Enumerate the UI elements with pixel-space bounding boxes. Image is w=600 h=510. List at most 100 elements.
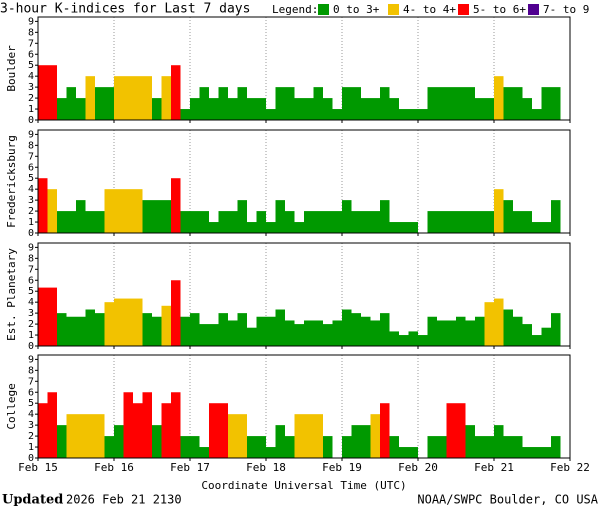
bar xyxy=(408,331,418,346)
bar xyxy=(370,414,380,458)
bar xyxy=(541,222,551,233)
panel-label: Boulder xyxy=(5,45,18,92)
bar xyxy=(38,178,48,233)
bar xyxy=(532,109,542,120)
bar xyxy=(266,316,276,346)
y-tick-label: 1 xyxy=(28,104,34,115)
y-tick-label: 6 xyxy=(28,275,34,286)
y-tick-label: 1 xyxy=(28,442,34,453)
x-tick-label: Feb 19 xyxy=(322,461,362,474)
bar xyxy=(161,305,171,346)
bar xyxy=(95,87,105,120)
bar xyxy=(465,87,475,120)
bar xyxy=(380,313,390,346)
bar xyxy=(446,211,456,233)
bar xyxy=(399,109,409,120)
y-tick-label: 3 xyxy=(28,82,34,93)
bar xyxy=(57,313,67,346)
legend-swatch xyxy=(388,4,399,15)
bar xyxy=(275,200,285,233)
bar xyxy=(142,200,152,233)
bar xyxy=(380,87,390,120)
bar xyxy=(161,200,171,233)
bar xyxy=(408,222,418,233)
bar xyxy=(361,98,371,120)
bar xyxy=(532,447,542,458)
y-tick-label: 9 xyxy=(28,129,34,140)
y-tick-label: 8 xyxy=(28,140,34,151)
bar xyxy=(199,211,209,233)
bar xyxy=(456,316,466,346)
bar xyxy=(85,76,95,120)
bar xyxy=(361,211,371,233)
y-tick-label: 9 xyxy=(28,242,34,253)
bar xyxy=(475,316,485,346)
bar xyxy=(133,76,143,120)
bar xyxy=(114,425,124,458)
bar xyxy=(285,211,295,233)
y-tick-label: 0 xyxy=(28,341,34,352)
bar xyxy=(484,211,494,233)
bar xyxy=(351,313,361,346)
bar xyxy=(133,403,143,458)
bar xyxy=(522,447,532,458)
bar xyxy=(114,76,124,120)
y-tick-label: 4 xyxy=(28,71,34,82)
y-tick-label: 5 xyxy=(28,173,34,184)
bar xyxy=(304,211,314,233)
bar xyxy=(389,436,399,458)
bar xyxy=(551,436,561,458)
bar xyxy=(380,200,390,233)
credit: NOAA/SWPC Boulder, CO USA xyxy=(417,493,598,507)
bar xyxy=(38,65,48,120)
bar xyxy=(446,87,456,120)
bar xyxy=(95,414,105,458)
bar xyxy=(323,98,333,120)
bar xyxy=(370,211,380,233)
bar xyxy=(275,309,285,346)
bar xyxy=(494,189,504,233)
bar xyxy=(38,403,48,458)
bar xyxy=(294,324,304,346)
bar xyxy=(142,392,152,458)
legend-label: 0 to 3+ xyxy=(333,3,380,16)
bar xyxy=(256,316,266,346)
bar xyxy=(209,222,219,233)
y-tick-label: 2 xyxy=(28,206,34,217)
bar xyxy=(465,211,475,233)
bar xyxy=(47,65,57,120)
bar xyxy=(370,98,380,120)
x-tick-label: Feb 20 xyxy=(398,461,438,474)
bar xyxy=(180,211,190,233)
bar xyxy=(76,316,86,346)
bar xyxy=(494,76,504,120)
bar xyxy=(294,414,304,458)
y-tick-label: 4 xyxy=(28,297,34,308)
y-tick-label: 0 xyxy=(28,228,34,239)
bar xyxy=(418,109,428,120)
bar xyxy=(285,87,295,120)
y-tick-label: 2 xyxy=(28,93,34,104)
bar xyxy=(133,189,143,233)
y-tick-label: 6 xyxy=(28,49,34,60)
bar xyxy=(522,98,532,120)
y-tick-label: 1 xyxy=(28,217,34,228)
bar xyxy=(266,109,276,120)
bar xyxy=(513,87,523,120)
bar xyxy=(465,320,475,346)
bar xyxy=(351,87,361,120)
bar xyxy=(494,425,504,458)
bar xyxy=(408,447,418,458)
updated-label: Updated xyxy=(2,493,63,508)
x-tick-label: Feb 21 xyxy=(474,461,514,474)
bar xyxy=(427,87,437,120)
bar xyxy=(427,436,437,458)
bar xyxy=(199,87,209,120)
y-tick-label: 2 xyxy=(28,431,34,442)
bar xyxy=(142,76,152,120)
legend-label: 5- to 6+ xyxy=(473,3,526,16)
bar xyxy=(161,403,171,458)
y-tick-label: 7 xyxy=(28,151,34,162)
bar xyxy=(456,403,466,458)
bar xyxy=(389,222,399,233)
